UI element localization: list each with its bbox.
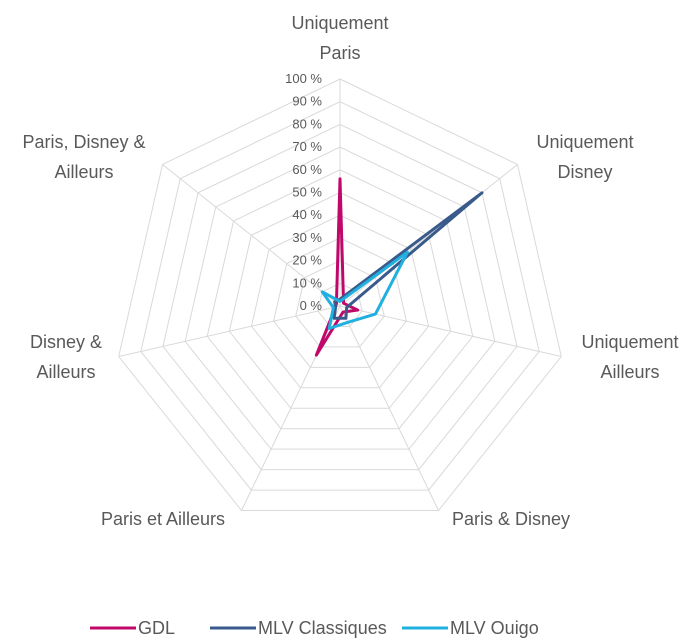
y-tick-label: 60 % [292,162,322,177]
category-label: Paris & Disney [451,509,571,529]
y-tick-label: 50 % [292,185,322,200]
axis-spoke [162,164,341,307]
category-label: Paris et Ailleurs [100,509,226,529]
series-line [320,250,409,330]
axis-spoke [339,164,518,307]
y-tick-label: 10 % [292,275,322,290]
y-tick-label: 100 % [285,71,322,86]
category-label: Uniquement Disney [536,132,634,182]
axis-spoke [339,305,439,511]
category-label: Disney & Ailleurs [29,332,103,382]
category-label: Uniquement Ailleurs [581,332,679,382]
y-tick-label: 0 % [300,298,323,313]
y-tick-label: 20 % [292,253,322,268]
grid-ring [140,101,540,491]
series-line [314,177,360,357]
grid-ring [295,260,385,348]
y-tick-label: 70 % [292,139,322,154]
grid-ring [206,169,474,430]
y-tick-label: 40 % [292,207,322,222]
y-tick-label: 80 % [292,116,322,131]
legend-label: GDL [138,618,175,638]
grid-ring [184,146,496,450]
grid-ring [162,123,518,471]
grid-ring [228,191,452,409]
category-label: Paris, Disney & Ailleurs [22,132,146,182]
legend-label: MLV Classiques [258,618,387,638]
axis-spoke [118,305,341,357]
category-label: Uniquement Paris [291,13,389,63]
series-line [332,191,484,320]
y-tick-label: 90 % [292,94,322,109]
legend-label: MLV Ouigo [450,618,539,638]
y-tick-label: 30 % [292,230,322,245]
grid-ring [250,214,430,389]
grid-ring [118,78,562,512]
